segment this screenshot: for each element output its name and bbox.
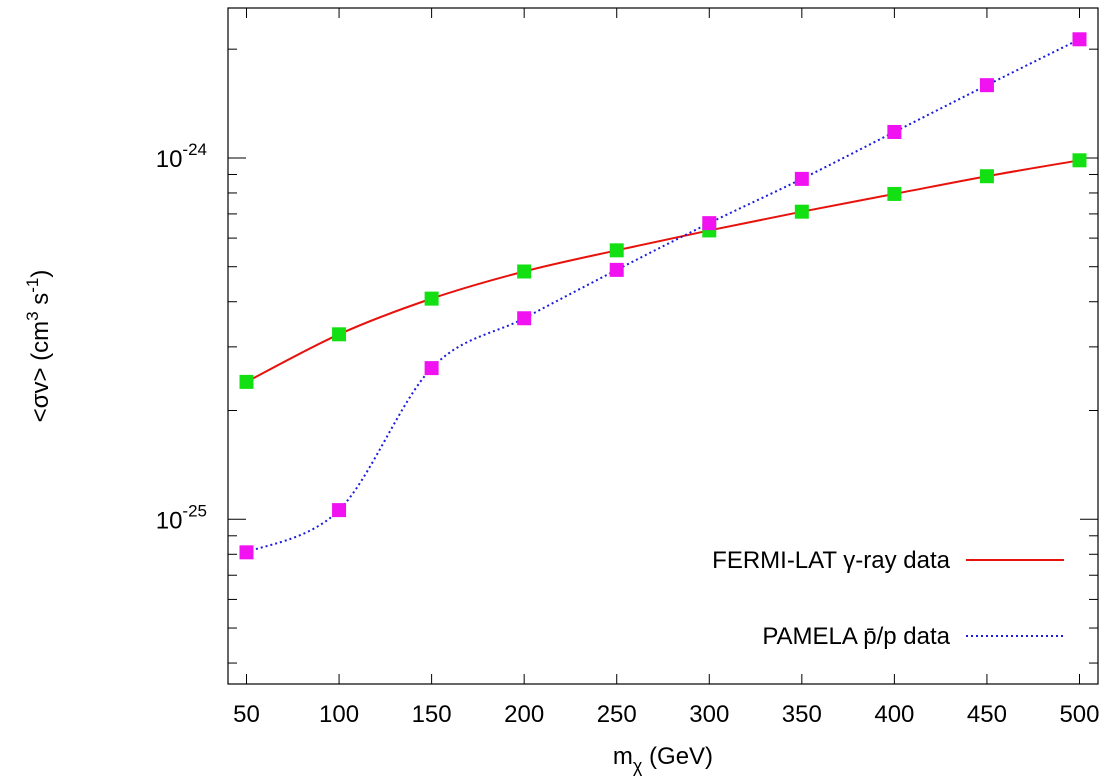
data-point-series-1: [979, 78, 994, 93]
data-point-series-1: [794, 171, 809, 186]
series-layer: [239, 32, 1087, 560]
legend: FERMI-LAT γ-ray data PAMELA p̄/p data: [712, 547, 1064, 650]
y-axis-title-end: ): [27, 270, 54, 278]
y-axis-title: <σv> (cm3 s-1): [23, 270, 54, 423]
series-line-1: [246, 38, 1080, 554]
y-axis-title-sup1: 3: [23, 311, 42, 320]
plot-frame: [227, 7, 1099, 685]
y-tick-label: 10-25: [156, 501, 207, 534]
legend-label-fermi: FERMI-LAT γ-ray data: [712, 547, 950, 574]
x-axis-title-base: m: [613, 743, 633, 770]
y-tick-label: 10-24: [156, 140, 207, 173]
y-axis-title-sup2: -1: [23, 278, 42, 293]
data-point-series-0: [239, 374, 254, 389]
data-point-series-0: [887, 186, 902, 201]
x-axis-title-rest: (GeV): [642, 743, 713, 770]
x-tick-label: 50: [233, 701, 260, 728]
x-tick-label: 450: [967, 701, 1007, 728]
data-point-series-0: [424, 291, 439, 306]
series-line-0: [246, 159, 1080, 383]
data-point-series-0: [794, 204, 809, 219]
x-tick-label: 200: [504, 701, 544, 728]
x-tick-label: 100: [319, 701, 359, 728]
data-point-series-0: [517, 264, 532, 279]
legend-label-pamela: PAMELA p̄/p data: [762, 623, 950, 650]
x-tick-label: 500: [1059, 701, 1099, 728]
x-axis-title: mχ (GeV): [613, 743, 713, 776]
x-tick-label: 300: [689, 701, 729, 728]
data-point-series-1: [702, 216, 717, 231]
data-point-series-1: [424, 361, 439, 376]
data-point-series-0: [332, 327, 347, 342]
data-point-series-1: [517, 311, 532, 326]
data-point-series-1: [609, 262, 624, 277]
y-axis-title-mid: s: [27, 293, 54, 312]
x-tick-label: 350: [782, 701, 822, 728]
y-axis-title-main: <σv> (cm: [27, 321, 54, 423]
data-point-series-0: [979, 169, 994, 184]
x-tick-label: 400: [874, 701, 914, 728]
x-tick-label: 250: [597, 701, 637, 728]
x-tick-label: 150: [412, 701, 452, 728]
data-point-series-1: [239, 545, 254, 560]
data-point-series-1: [332, 503, 347, 518]
data-point-series-1: [887, 124, 902, 139]
ticks-layer: 50 100 150 200 250 300 350 400 450 500 10-25 10-24: [156, 8, 1100, 728]
data-point-series-0: [1072, 153, 1087, 168]
x-axis-title-sub: χ: [633, 756, 643, 776]
data-point-series-0: [609, 243, 624, 258]
data-point-series-1: [1072, 32, 1087, 47]
